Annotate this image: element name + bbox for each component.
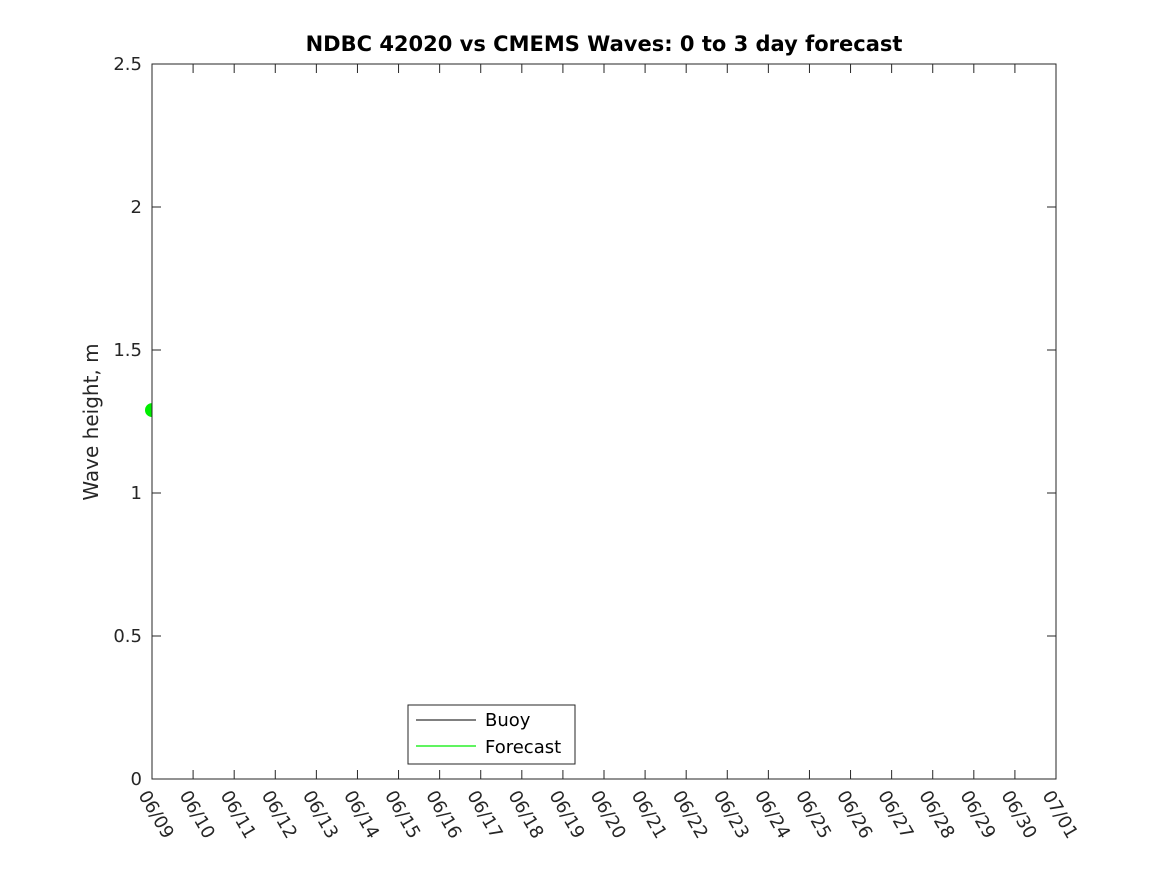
legend: Buoy Forecast xyxy=(407,704,576,765)
chart-title: NDBC 42020 vs CMEMS Waves: 0 to 3 day fo… xyxy=(306,32,903,56)
y-tick-label: 0 xyxy=(131,769,142,790)
y-tick-label: 2 xyxy=(131,197,142,218)
plot-frame xyxy=(151,63,1057,780)
y-tick-label: 2.5 xyxy=(113,54,142,75)
y-tick-label: 0.5 xyxy=(113,626,142,647)
legend-box xyxy=(407,704,576,765)
y-axis-label: Wave height, m xyxy=(79,343,103,500)
y-tick-label: 1.5 xyxy=(113,340,142,361)
legend-forecast-label: Forecast xyxy=(485,737,561,758)
axes: 00.511.522.506/0906/1006/1106/1206/1306/… xyxy=(113,54,1081,842)
y-tick-label: 1 xyxy=(131,483,142,504)
legend-buoy-label: Buoy xyxy=(485,710,531,731)
